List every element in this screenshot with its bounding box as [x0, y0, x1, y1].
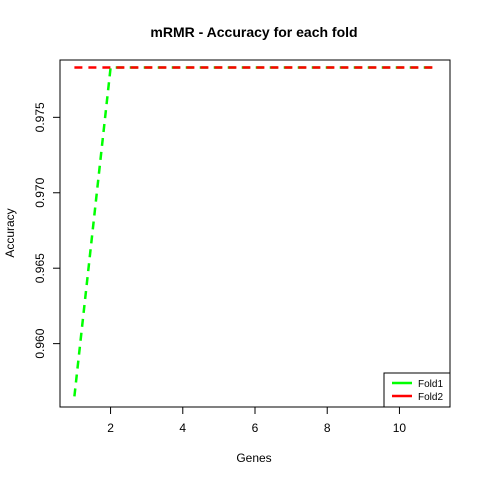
- x-tick-label: 8: [324, 421, 331, 435]
- legend-label: Fold2: [418, 392, 443, 403]
- x-tick-label: 2: [107, 421, 114, 435]
- y-tick-label: 0.975: [33, 102, 47, 132]
- x-axis-label: Genes: [236, 451, 271, 465]
- x-tick-label: 10: [393, 421, 407, 435]
- plot-frame: [59, 59, 451, 408]
- x-tick-label: 6: [252, 421, 259, 435]
- legend: Fold1 Fold2: [383, 372, 451, 408]
- legend-label: Fold1: [418, 379, 443, 390]
- y-tick-label: 0.960: [33, 328, 47, 358]
- legend-box: [383, 372, 451, 408]
- y-axis-label: Accuracy: [3, 208, 17, 257]
- series-layer: [73, 66, 436, 397]
- x-axis: 2 4 6 8 10: [107, 407, 406, 435]
- y-axis: 0.960 0.965 0.970 0.975: [33, 102, 60, 359]
- y-tick-label: 0.970: [33, 177, 47, 207]
- chart-title: mRMR - Accuracy for each fold: [150, 24, 357, 40]
- y-tick-label: 0.965: [33, 253, 47, 283]
- series-line-fold1: [73, 66, 436, 397]
- x-tick-label: 4: [179, 421, 186, 435]
